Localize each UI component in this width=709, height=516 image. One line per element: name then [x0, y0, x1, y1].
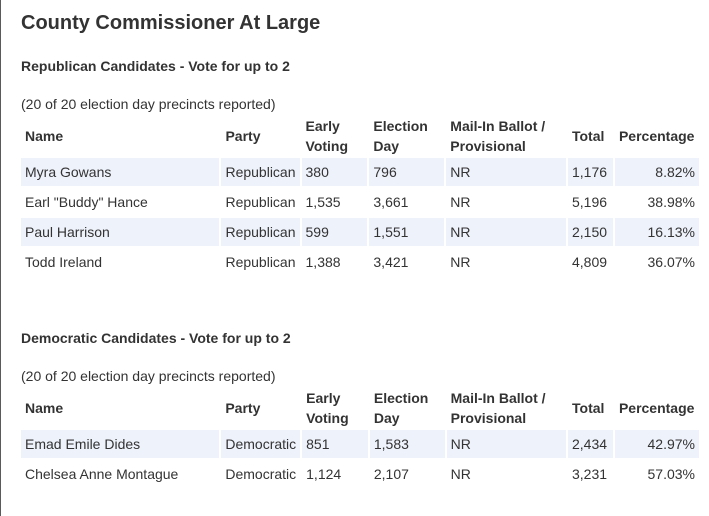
header-name: Name — [25, 128, 64, 144]
header-eday-line1: Election — [373, 390, 429, 406]
header-early-line1: Early — [306, 390, 341, 406]
democratic-heading: Democratic Candidates - Vote for up to 2 — [21, 330, 291, 346]
header-election-day: Election Day — [370, 388, 445, 428]
header-percentage: Percentage — [618, 128, 695, 144]
cell-percentage: 38.98% — [614, 188, 699, 216]
cell-mail: NR — [446, 188, 566, 216]
header-early-line1: Early — [305, 118, 340, 134]
cell-percentage: 36.07% — [614, 248, 699, 276]
cell-total: 4,809 — [567, 248, 613, 276]
table-row: Paul Harrison Republican 599 1,551 NR 2,… — [21, 218, 699, 246]
header-mail-line1: Mail-In Ballot / — [450, 390, 546, 406]
header-percentage: Percentage — [618, 400, 695, 416]
cell-total: 1,176 — [567, 158, 613, 186]
cell-early: 380 — [301, 158, 368, 186]
header-party: Party — [225, 400, 261, 416]
header-eday-line1: Election — [373, 118, 428, 134]
header-early-voting: Early Voting — [302, 388, 368, 428]
democratic-reported-note: (20 of 20 election day precincts reporte… — [21, 368, 276, 384]
cell-name: Earl "Buddy" Hance — [21, 188, 220, 216]
cell-name: Todd Ireland — [21, 248, 220, 276]
cell-early: 599 — [301, 218, 368, 246]
cell-percentage: 8.82% — [614, 158, 699, 186]
header-mail-line2: Provisional — [450, 410, 527, 426]
cell-early: 1,124 — [302, 460, 368, 488]
page-title: County Commissioner At Large — [21, 12, 321, 34]
header-early-line2: Voting — [306, 410, 349, 426]
cell-party: Democratic — [221, 430, 301, 458]
header-total: Total — [572, 400, 605, 416]
cell-party: Democratic — [221, 460, 301, 488]
cell-name: Myra Gowans — [21, 158, 220, 186]
cell-total: 2,434 — [568, 430, 613, 458]
cell-party: Republican — [221, 188, 300, 216]
cell-percentage: 16.13% — [614, 218, 699, 246]
header-early-voting: Early Voting — [302, 116, 368, 156]
header-mail-line1: Mail-In Ballot / — [450, 118, 546, 134]
page-left-border — [0, 0, 1, 516]
cell-name: Paul Harrison — [21, 218, 220, 246]
cell-percentage: 42.97% — [614, 430, 699, 458]
cell-early: 1,535 — [301, 188, 368, 216]
cell-eday: 1,583 — [369, 430, 445, 458]
cell-eday: 796 — [369, 158, 445, 186]
table-header-row: Name Party Early Voting Election Day Mail-… — [21, 388, 699, 428]
header-eday-line2: Day — [373, 138, 400, 154]
cell-name: Emad Emile Dides — [21, 430, 220, 458]
table-row: Emad Emile Dides Democratic 851 1,583 NR… — [21, 430, 699, 458]
democratic-results-table: Name Party Early Voting Election Day Mail-… — [19, 386, 701, 490]
cell-mail: NR — [446, 218, 566, 246]
header-eday-line2: Day — [373, 410, 400, 426]
cell-total: 3,231 — [568, 460, 613, 488]
table-row: Myra Gowans Republican 380 796 NR 1,176 … — [21, 158, 699, 186]
table-row: Chelsea Anne Montague Democratic 1,124 2… — [21, 460, 699, 488]
cell-name: Chelsea Anne Montague — [21, 460, 220, 488]
cell-party: Republican — [221, 248, 300, 276]
cell-eday: 3,421 — [369, 248, 445, 276]
header-election-day: Election Day — [369, 116, 444, 156]
cell-mail: NR — [446, 430, 566, 458]
cell-party: Republican — [221, 218, 300, 246]
cell-mail: NR — [446, 248, 566, 276]
republican-results-table: Name Party Early Voting Election Day Mail-… — [19, 114, 701, 278]
cell-eday: 1,551 — [369, 218, 445, 246]
cell-eday: 3,661 — [369, 188, 445, 216]
cell-early: 851 — [302, 430, 368, 458]
cell-percentage: 57.03% — [614, 460, 699, 488]
cell-total: 5,196 — [567, 188, 613, 216]
header-total: Total — [571, 128, 605, 144]
header-mail-in: Mail-In Ballot / Provisional — [447, 388, 566, 428]
cell-early: 1,388 — [301, 248, 368, 276]
table-row: Todd Ireland Republican 1,388 3,421 NR 4… — [21, 248, 699, 276]
header-mail-line2: Provisional — [450, 138, 526, 154]
header-party: Party — [225, 128, 261, 144]
header-early-line2: Voting — [305, 138, 349, 154]
header-name: Name — [25, 400, 64, 416]
cell-party: Republican — [221, 158, 300, 186]
republican-reported-note: (20 of 20 election day precincts reporte… — [21, 96, 276, 112]
cell-mail: NR — [446, 158, 566, 186]
header-mail-in: Mail-In Ballot / Provisional — [446, 116, 566, 156]
cell-eday: 2,107 — [369, 460, 445, 488]
cell-mail: NR — [446, 460, 566, 488]
cell-total: 2,150 — [567, 218, 613, 246]
table-row: Earl "Buddy" Hance Republican 1,535 3,66… — [21, 188, 699, 216]
republican-heading: Republican Candidates - Vote for up to 2 — [21, 58, 290, 74]
table-header-row: Name Party Early Voting Election Day Mail-… — [21, 116, 699, 156]
